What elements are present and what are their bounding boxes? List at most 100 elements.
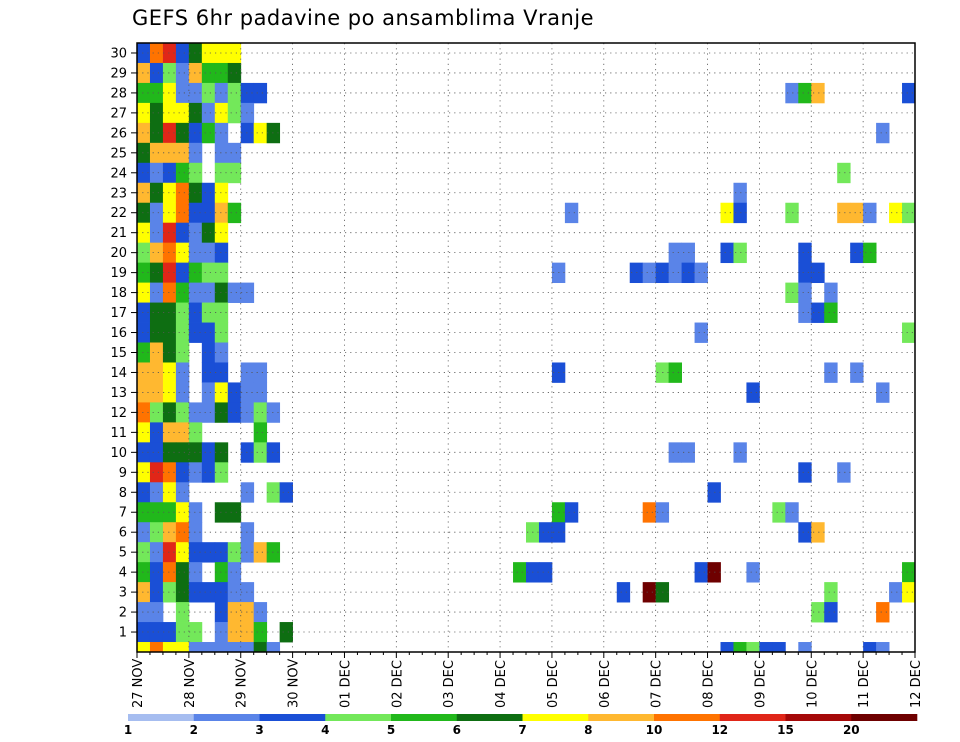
colorbar-label: 8 [584, 723, 592, 737]
heatmap-cell [214, 642, 229, 653]
heatmap-cell [201, 43, 216, 64]
heatmap-cell [201, 182, 216, 204]
heatmap-cell [149, 542, 164, 563]
heatmap-cell [188, 522, 203, 543]
heatmap-cell [253, 602, 268, 623]
heatmap-cell [214, 402, 229, 423]
heatmap-cell [201, 202, 216, 224]
y-tick-label: 18 [110, 286, 127, 301]
heatmap-cell [227, 82, 242, 104]
heatmap-cell [785, 82, 799, 104]
heatmap-cell [175, 642, 190, 653]
heatmap-cell [162, 62, 177, 84]
heatmap-cell [137, 122, 151, 144]
heatmap-cell [694, 322, 708, 343]
heatmap-cell [149, 162, 164, 184]
heatmap-cell [227, 162, 242, 184]
heatmap-cell [616, 582, 631, 603]
heatmap-cell [175, 222, 190, 244]
heatmap-cell [162, 302, 177, 323]
heatmap-cell [175, 582, 190, 603]
heatmap-cell [811, 262, 825, 284]
heatmap-cell [253, 362, 268, 383]
heatmap-cell [902, 582, 916, 603]
heatmap-cell [564, 502, 579, 523]
heatmap-cell [201, 382, 216, 403]
heatmap-cell [746, 642, 760, 653]
y-tick-label: 3 [119, 586, 127, 601]
heatmap-cell [149, 502, 164, 523]
heatmap-cell [137, 342, 151, 363]
heatmap-cell [175, 102, 190, 124]
heatmap-cell [137, 642, 151, 653]
heatmap-cell [175, 482, 190, 503]
y-tick-label: 22 [110, 206, 127, 221]
heatmap-cell [720, 202, 734, 224]
heatmap-cell [850, 362, 864, 383]
heatmap-cell [188, 62, 203, 84]
heatmap-cell [188, 422, 203, 443]
heatmap-cell [240, 602, 255, 623]
y-tick-label: 28 [110, 86, 127, 101]
heatmap-cell [214, 262, 229, 284]
heatmap-cell [214, 242, 229, 264]
heatmap-cell [201, 302, 216, 323]
heatmap-cell [149, 282, 164, 303]
heatmap-cell [162, 102, 177, 124]
heatmap-cell [837, 202, 851, 224]
heatmap-cell [162, 342, 177, 363]
heatmap-cell [175, 302, 190, 323]
heatmap-cell [162, 462, 177, 483]
heatmap-cell [149, 462, 164, 483]
heatmap-cell [214, 582, 229, 603]
heatmap-cell [188, 122, 203, 144]
heatmap-cell [201, 262, 216, 284]
heatmap-cell [175, 202, 190, 224]
heatmap-cell [214, 442, 229, 463]
heatmap-cell [227, 62, 242, 84]
colorbar-label: 20 [843, 723, 860, 737]
heatmap-cell [137, 382, 151, 403]
colorbar-swatch [456, 714, 523, 721]
colorbar-label: 4 [321, 723, 329, 737]
heatmap-cell [201, 102, 216, 124]
heatmap-cell [188, 162, 203, 184]
heatmap-cells [137, 43, 916, 653]
colorbar-swatch [391, 714, 458, 721]
heatmap-cell [162, 222, 177, 244]
heatmap-cell [149, 182, 164, 204]
heatmap-cell [824, 582, 838, 603]
heatmap-cell [889, 582, 903, 603]
heatmap-cell [201, 442, 216, 463]
heatmap-cell [240, 522, 255, 543]
heatmap-cell [175, 82, 190, 104]
heatmap-cell [201, 282, 216, 303]
heatmap-cell [175, 262, 190, 284]
heatmap-cell [240, 642, 255, 653]
colorbar-swatch [719, 714, 786, 721]
heatmap-cell [214, 562, 229, 583]
heatmap-cell [162, 642, 177, 653]
heatmap-cell [889, 202, 903, 224]
heatmap-cell [137, 202, 151, 224]
heatmap-cell [188, 562, 203, 583]
heatmap-cell [214, 302, 229, 323]
heatmap-cell [162, 562, 177, 583]
heatmap-cell [188, 282, 203, 303]
heatmap-cell [162, 182, 177, 204]
heatmap-cell [837, 462, 851, 483]
heatmap-cell [824, 302, 838, 323]
heatmap-cell [902, 562, 916, 583]
heatmap-cell [240, 622, 255, 643]
heatmap-cell [902, 82, 916, 104]
heatmap-cell [175, 622, 190, 643]
heatmap-cell [746, 562, 760, 583]
heatmap-cell [149, 622, 164, 643]
heatmap-cell [279, 482, 293, 503]
heatmap-cell [137, 62, 151, 84]
heatmap-cell [201, 82, 216, 104]
y-tick-label: 1 [119, 626, 127, 641]
heatmap-cell [149, 522, 164, 543]
heatmap-cell [201, 642, 216, 653]
colorbar-swatch [785, 714, 852, 721]
